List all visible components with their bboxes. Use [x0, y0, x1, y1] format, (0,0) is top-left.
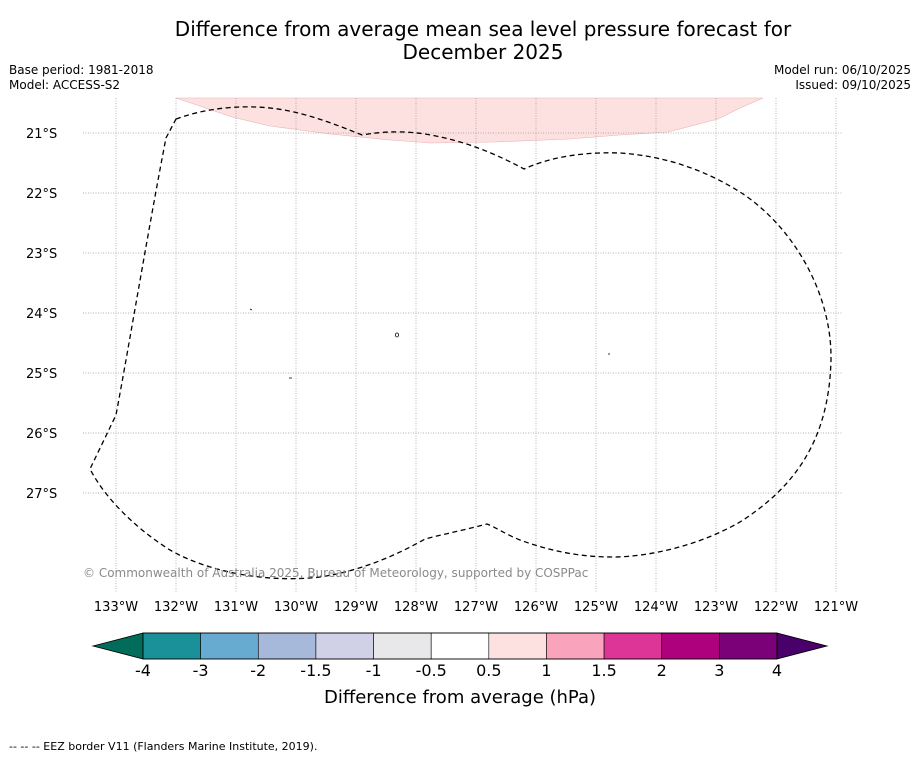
latitude-labels: 21°S 22°S 23°S 24°S 25°S 26°S 27°S [26, 127, 57, 502]
colorbar-tick-label: -0.5 [416, 661, 447, 680]
colorbar-tick-label: -1.5 [300, 661, 331, 680]
lon-label-128: 128°W [394, 600, 438, 615]
colorbar-segment [661, 632, 720, 660]
island-2 [394, 332, 399, 338]
chart-title: Difference from average mean sea level p… [0, 18, 919, 64]
colorbar-segment [430, 632, 490, 660]
lat-label-21: 21°S [26, 127, 57, 142]
islands [249, 308, 610, 379]
right-meta: Model run: 06/10/2025 Issued: 09/10/2025 [774, 63, 911, 93]
lon-label-123: 123°W [694, 600, 738, 615]
colorbar-tick-label: -2 [250, 661, 266, 680]
colorbar-tick-label: -1 [366, 661, 382, 680]
model-run: Model run: 06/10/2025 [773, 63, 911, 77]
colorbar-tick-label: -3 [193, 661, 209, 680]
model-name: Model: ACCESS-S2 [9, 78, 121, 92]
copyright-text: © Commonwealth of Australia 2025, Bureau… [83, 566, 588, 580]
title-line-2: December 2025 [402, 40, 564, 64]
colorbar-segment [257, 632, 317, 660]
colorbar-segment [200, 632, 259, 660]
eez-legend-footer: -- -- -- EEZ border V11 (Flanders Marine… [9, 740, 318, 753]
colorbar-tick-label: 3 [714, 661, 724, 680]
lat-label-27: 27°S [26, 487, 57, 502]
colorbar-segment [315, 632, 374, 660]
colorbar-segment [488, 632, 547, 660]
lon-label-127: 127°W [454, 600, 498, 615]
issued-date: Issued: 09/10/2025 [795, 78, 911, 92]
island-1 [249, 308, 253, 311]
colorbar-tick-label: 4 [772, 661, 782, 680]
colorbar-tick-label: 0.5 [476, 661, 501, 680]
lon-label-133: 133°W [94, 600, 138, 615]
left-meta: Base period: 1981-2018 Model: ACCESS-S2 [9, 63, 154, 93]
lon-label-124: 124°W [634, 600, 678, 615]
colorbar-segment [719, 632, 778, 660]
colorbar-tick-label: 2 [657, 661, 667, 680]
lon-label-125: 125°W [574, 600, 618, 615]
colorbar-frame [142, 632, 778, 660]
colorbar-segment [142, 632, 201, 660]
lon-label-122: 122°W [754, 600, 798, 615]
colorbar-tick-label: 1 [541, 661, 551, 680]
lon-label-121: 121°W [814, 600, 858, 615]
lat-label-22: 22°S [26, 187, 57, 202]
longitude-labels: 133°W 132°W 131°W 130°W 129°W 128°W 127°… [94, 600, 858, 615]
colorbar-tick-label: -4 [135, 661, 151, 680]
colorbar-segment [546, 632, 605, 660]
lon-label-130: 130°W [274, 600, 318, 615]
anomaly-region-positive [175, 97, 764, 144]
colorbar-over-arrow [776, 632, 829, 660]
colorbar-segment [373, 632, 432, 660]
lon-label-126: 126°W [514, 600, 558, 615]
gridlines [83, 98, 843, 592]
base-period: Base period: 1981-2018 [9, 63, 154, 77]
colorbar-under-arrow [91, 632, 144, 660]
lat-label-24: 24°S [26, 307, 57, 322]
colorbar-segment [603, 632, 663, 660]
title-line-1: Difference from average mean sea level p… [174, 17, 792, 41]
lat-label-26: 26°S [26, 427, 57, 442]
lon-label-132: 132°W [154, 600, 198, 615]
lon-label-129: 129°W [334, 600, 378, 615]
eez-border [89, 106, 832, 580]
colorbar-label: Difference from average (hPa) [324, 687, 596, 708]
lon-label-131: 131°W [214, 600, 258, 615]
colorbar: -4 -3 -2 -1.5 -1 -0.5 0.5 1 1.5 2 3 4 Difference fr… [91, 632, 829, 708]
colorbar-tick-label: 1.5 [591, 661, 616, 680]
lat-label-25: 25°S [26, 367, 57, 382]
lat-label-23: 23°S [26, 247, 57, 262]
